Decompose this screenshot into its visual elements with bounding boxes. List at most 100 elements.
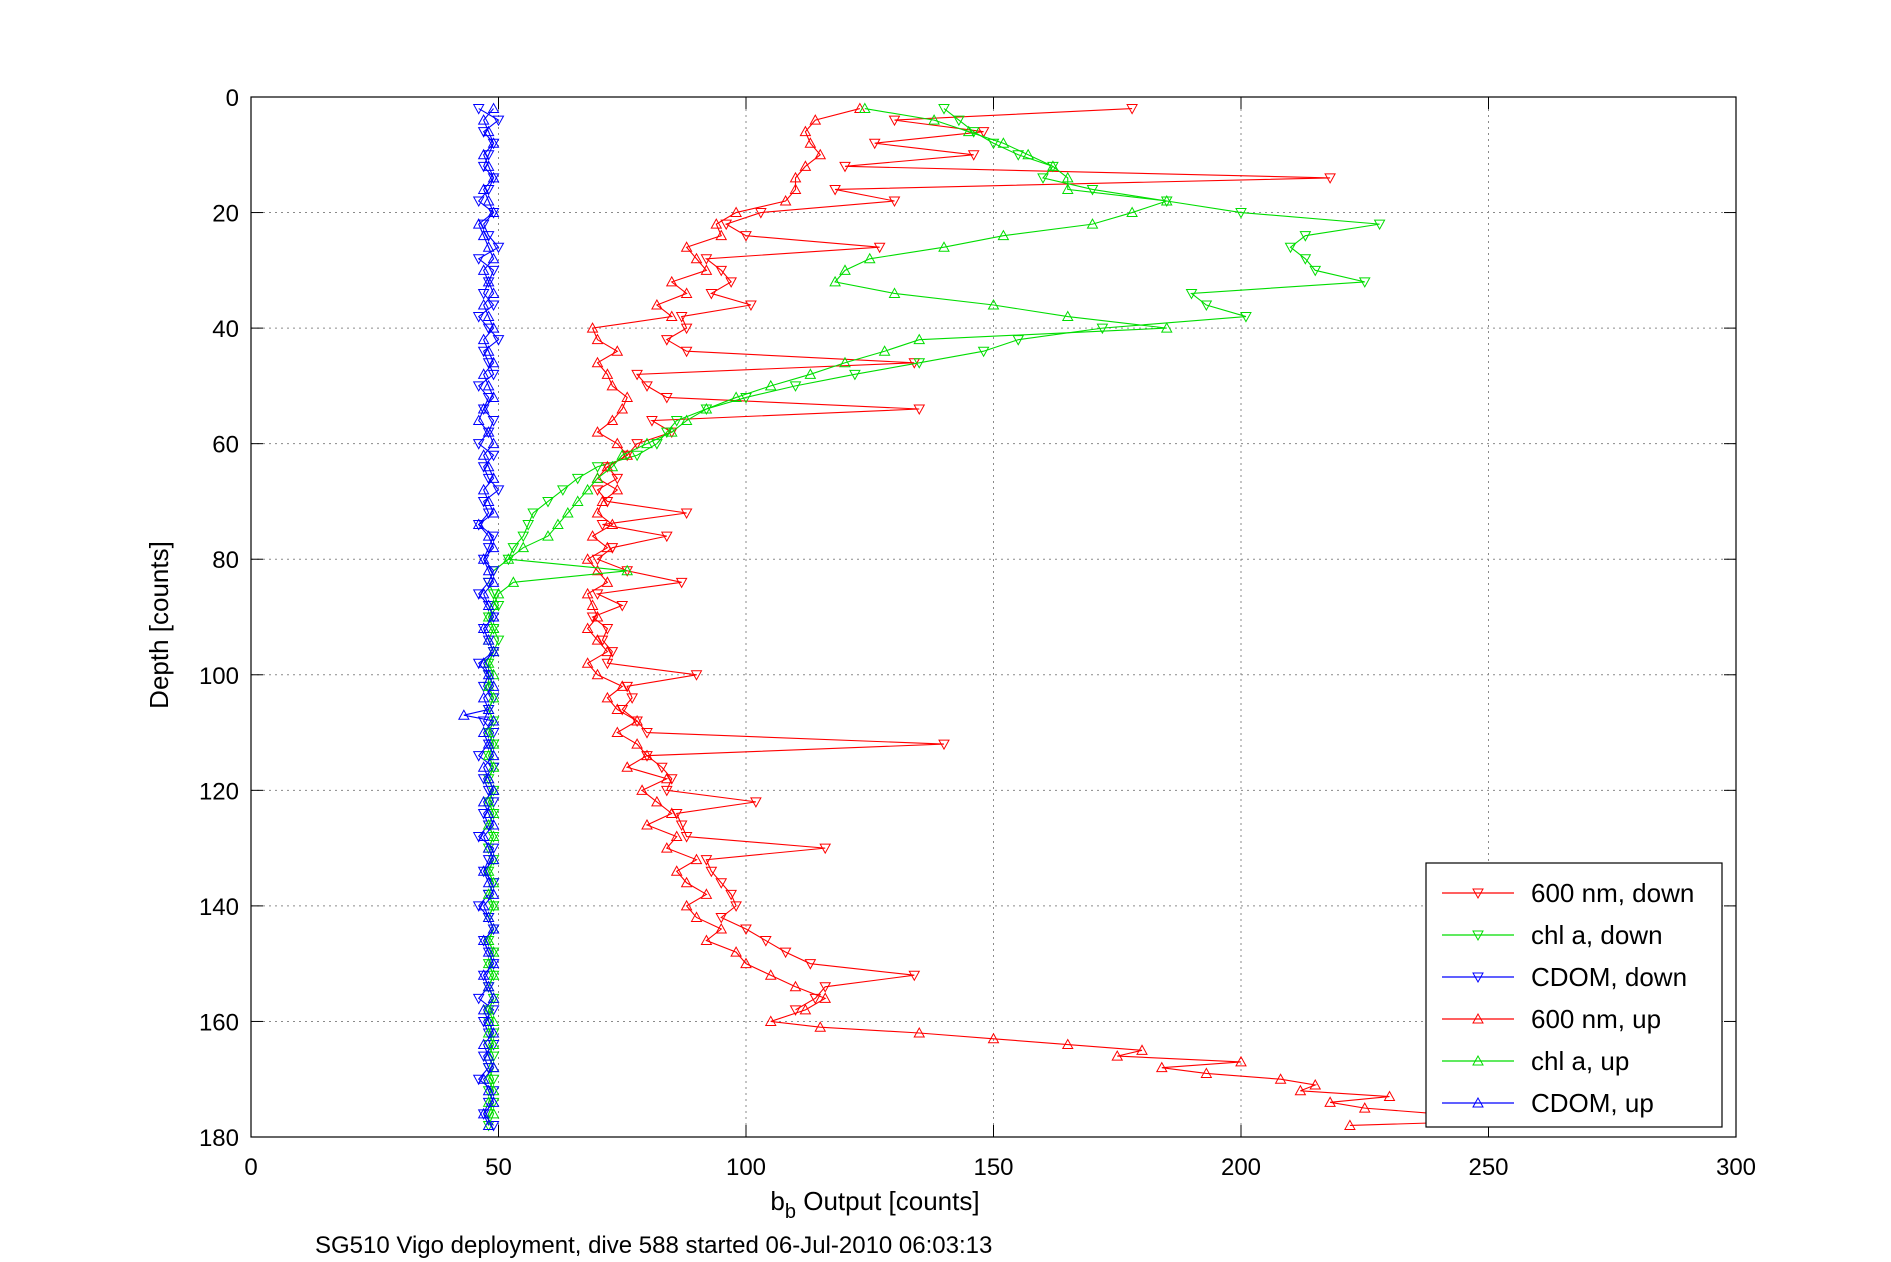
data-point <box>472 439 485 450</box>
data-point <box>962 125 975 137</box>
data-point <box>487 645 500 657</box>
data-point <box>715 229 728 241</box>
data-point <box>472 993 485 1005</box>
data-point <box>487 818 500 830</box>
data-point <box>472 518 485 530</box>
data-point <box>472 196 485 208</box>
data-point <box>542 496 554 508</box>
data-point <box>477 449 490 460</box>
data-point <box>997 137 1010 148</box>
data-point <box>987 1032 1000 1044</box>
data-point <box>789 183 802 194</box>
data-point <box>487 761 500 772</box>
data-point <box>477 774 490 785</box>
data-point <box>1200 1067 1213 1078</box>
data-point <box>482 911 495 922</box>
y-tick-label: 20 <box>212 201 239 228</box>
data-point <box>616 704 629 716</box>
data-point <box>487 369 500 381</box>
data-point <box>804 368 817 379</box>
data-point <box>938 739 950 751</box>
data-point <box>621 761 634 772</box>
legend-marker <box>1472 1054 1484 1066</box>
data-point <box>477 127 490 138</box>
data-point <box>1299 231 1312 242</box>
data-point <box>715 922 728 934</box>
data-point <box>700 402 713 414</box>
data-point <box>477 969 490 980</box>
data-point <box>764 1015 777 1026</box>
data-point <box>487 450 500 462</box>
data-point <box>596 495 609 506</box>
data-point <box>571 473 584 485</box>
data-point <box>487 830 500 842</box>
data-point <box>750 797 762 808</box>
data-point <box>814 1021 827 1032</box>
data-point <box>581 483 594 495</box>
series-line <box>463 108 495 1126</box>
data-point <box>477 1038 490 1050</box>
y-tick-label: 140 <box>199 894 239 921</box>
data-point <box>591 564 604 576</box>
data-point <box>660 842 673 853</box>
legend-entry: chl a, up <box>1442 1046 1629 1076</box>
data-point <box>660 392 673 404</box>
data-point <box>878 345 891 356</box>
data-point <box>660 772 673 784</box>
legend-label: CDOM, down <box>1531 962 1687 992</box>
data-point <box>487 610 500 622</box>
data-point <box>740 231 752 242</box>
data-point <box>611 473 624 485</box>
data-point <box>581 587 594 599</box>
data-point <box>616 402 629 414</box>
data-point <box>789 171 802 183</box>
data-point <box>477 368 490 379</box>
data-point <box>571 495 584 506</box>
data-point <box>665 310 678 322</box>
data-point <box>997 229 1010 241</box>
legend-label: 600 nm, down <box>1531 878 1694 908</box>
legend-label: chl a, down <box>1531 920 1663 950</box>
data-point <box>586 322 599 333</box>
data-point <box>487 622 500 634</box>
data-point <box>561 506 574 518</box>
series-3 <box>581 102 1544 1130</box>
data-point <box>482 160 495 171</box>
data-point <box>596 520 609 531</box>
data-point <box>651 298 663 310</box>
data-point <box>660 335 673 346</box>
data-point <box>472 901 485 912</box>
data-point <box>591 589 604 600</box>
data-point <box>720 219 733 231</box>
data-point <box>819 982 832 993</box>
data-point <box>1126 206 1138 218</box>
data-point <box>492 600 505 612</box>
data-point <box>868 138 881 150</box>
data-point <box>1061 1038 1074 1050</box>
y-tick-label: 40 <box>212 316 239 343</box>
data-point <box>690 670 703 681</box>
data-point <box>487 416 500 427</box>
data-point <box>700 855 713 866</box>
data-point <box>477 1003 490 1015</box>
data-point <box>700 934 713 946</box>
data-point <box>487 287 500 298</box>
data-point <box>660 531 673 543</box>
data-point <box>482 785 495 797</box>
data-point <box>487 1074 500 1086</box>
data-point <box>482 194 495 206</box>
data-point <box>586 530 599 541</box>
data-point <box>487 541 500 553</box>
data-point <box>477 795 490 807</box>
data-point <box>482 125 495 137</box>
data-point <box>482 1050 495 1061</box>
data-point <box>606 414 619 426</box>
x-tick-label: 0 <box>244 1154 257 1181</box>
data-point <box>888 287 901 298</box>
data-point <box>472 218 485 229</box>
data-point <box>740 957 752 969</box>
legend-marker <box>1472 1096 1484 1108</box>
data-point <box>601 645 614 657</box>
data-point <box>611 345 624 356</box>
